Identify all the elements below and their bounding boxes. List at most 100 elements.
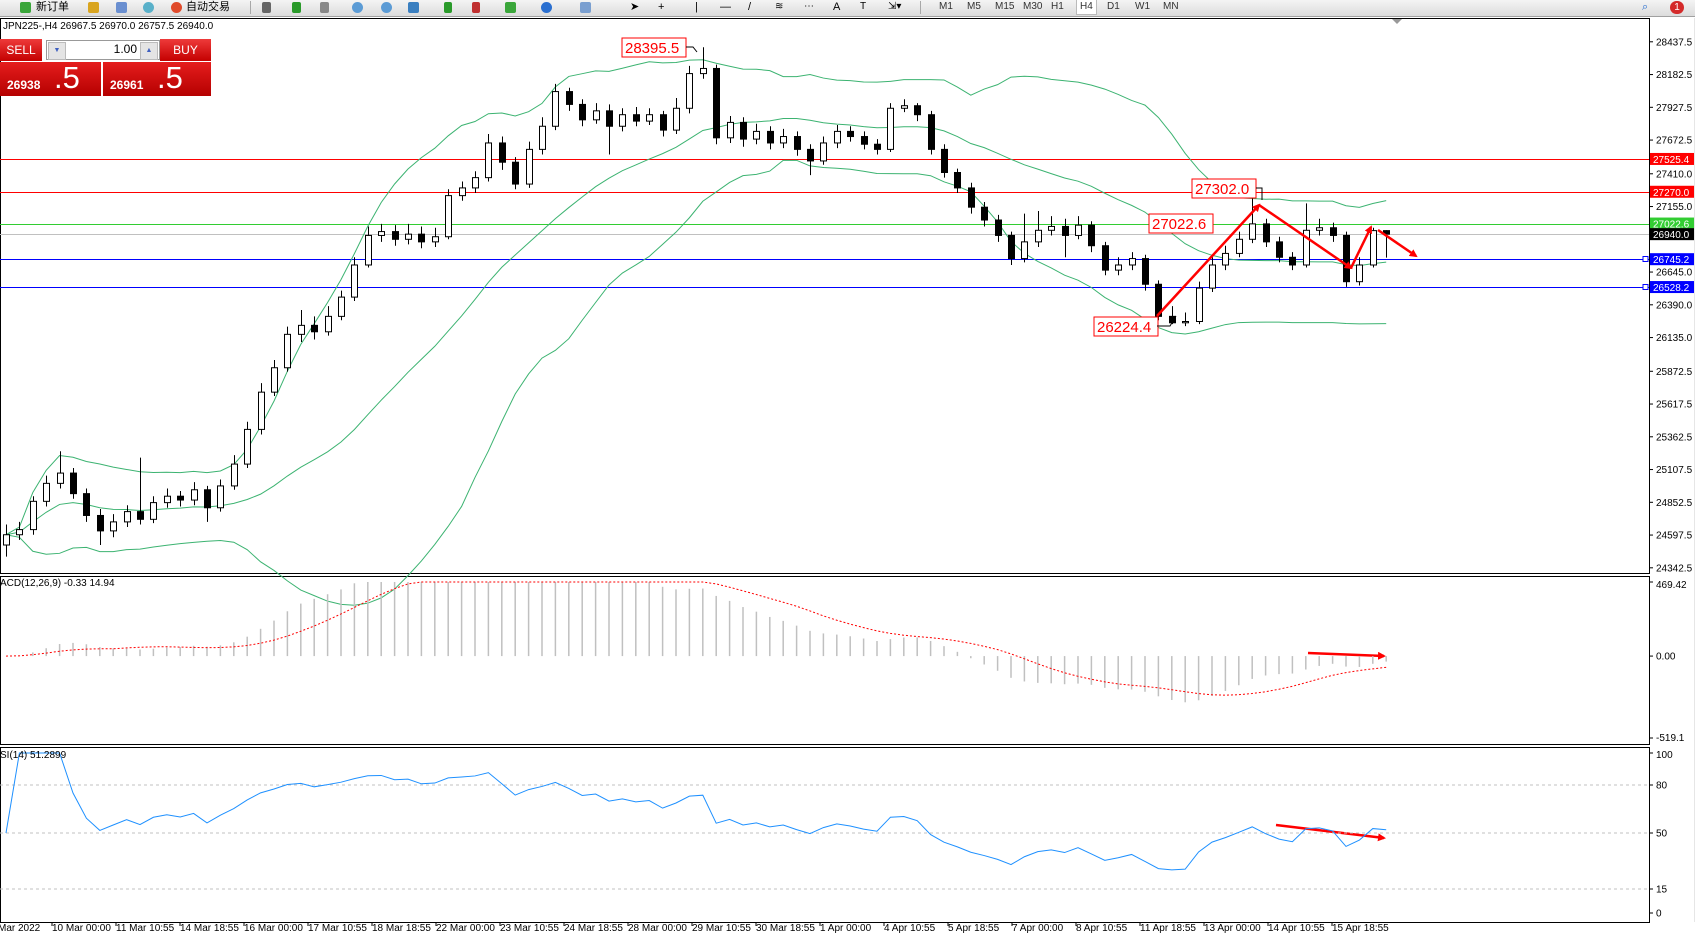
annotation-leader: [686, 46, 698, 53]
new-order-button[interactable]: 新订单: [36, 1, 69, 13]
time-axis-label: 5 Apr 18:55: [948, 923, 1000, 934]
fibo-fan-icon[interactable]: ⋯: [804, 1, 814, 12]
price-axis-label: 26135.0: [1656, 333, 1693, 344]
periods-icon[interactable]: [541, 2, 552, 13]
text-icon[interactable]: A: [833, 1, 841, 13]
price-axis-label: 27927.5: [1656, 103, 1693, 114]
candle: [954, 168, 961, 194]
bullish-candle-body: [30, 500, 37, 531]
cursor-icon[interactable]: ➤: [630, 1, 640, 13]
timeframe-m5[interactable]: M5: [967, 1, 981, 12]
candle: [633, 106, 640, 127]
bullish-candle-body: [1129, 258, 1136, 266]
sell-button[interactable]: SELL: [0, 39, 42, 61]
bullish-candle-body: [686, 73, 693, 109]
auto-trading-button[interactable]: 自动交易: [186, 1, 230, 13]
candle: [472, 171, 479, 194]
bearish-candle-body: [1343, 234, 1350, 283]
bullish-candle-body: [552, 91, 559, 127]
search-icon[interactable]: ⌕: [1642, 1, 1649, 13]
candle: [1356, 257, 1363, 286]
timeframe-m30[interactable]: M30: [1023, 1, 1043, 12]
cloud-icon[interactable]: [116, 2, 127, 13]
buy-button[interactable]: BUY: [160, 39, 211, 61]
macd-axis-label: -519.1: [1656, 733, 1685, 744]
autoscroll-icon[interactable]: [472, 2, 480, 13]
bearish-candle-body: [794, 136, 801, 150]
decrease-lot-button[interactable]: ▼: [48, 42, 66, 60]
timeframe-d1[interactable]: D1: [1107, 1, 1120, 12]
candle: [124, 505, 131, 528]
templates-icon[interactable]: [580, 2, 591, 13]
lot-size-field[interactable]: ▼ 1.00 ▲: [46, 40, 160, 60]
zoom-in-icon[interactable]: [352, 2, 363, 13]
trend-arrow: [1258, 203, 1353, 270]
price-axis-label: 25617.5: [1656, 400, 1693, 411]
candle-chart-icon[interactable]: [292, 2, 301, 13]
chart-shift-icon[interactable]: [444, 2, 452, 13]
candle: [1343, 231, 1350, 287]
crosshair-icon[interactable]: +: [658, 1, 665, 13]
timeframe-m1[interactable]: M1: [939, 1, 953, 12]
text-label-icon[interactable]: T: [860, 1, 867, 12]
bid-quote-button[interactable]: 26938 .5: [0, 60, 101, 96]
horizontal-line-icon[interactable]: —: [720, 1, 731, 13]
price-tag: [1650, 217, 1694, 230]
bullish-candle-body: [1182, 321, 1189, 324]
bullish-candle-body: [231, 463, 238, 487]
bullish-candle-body: [110, 521, 117, 532]
bullish-candle-body: [284, 333, 291, 369]
fibonacci-icon[interactable]: ≋: [775, 1, 784, 12]
market-watch-icon[interactable]: [88, 2, 99, 13]
bid-price: 26938: [7, 78, 41, 92]
auto-trading-icon[interactable]: [171, 2, 182, 13]
tile-windows-icon[interactable]: [408, 2, 419, 13]
timeframe-m15[interactable]: M15: [995, 1, 1015, 12]
ask-quote-button[interactable]: 26961 .5: [103, 60, 211, 96]
candle: [1330, 222, 1337, 242]
candle: [311, 316, 318, 340]
bearish-candle-body: [954, 172, 961, 189]
candle: [1142, 254, 1149, 291]
candle: [874, 139, 881, 155]
price-axis-label: 27672.5: [1656, 136, 1693, 147]
timeframe-w1[interactable]: W1: [1135, 1, 1150, 12]
price-axis-label: 24597.5: [1656, 531, 1693, 542]
timeframe-h4[interactable]: H4: [1076, 0, 1097, 15]
arrows-icon[interactable]: ⇲▾: [888, 1, 902, 12]
bearish-candle-body: [392, 231, 399, 240]
bullish-candle-body: [1209, 264, 1216, 289]
line-chart-icon[interactable]: [320, 2, 329, 13]
price-tag: [1650, 152, 1694, 165]
macd-axis-label: 0.00: [1656, 652, 1676, 663]
price-tag-label: 27525.4: [1653, 155, 1690, 166]
time-axis-label: 1 Apr 00:00: [820, 923, 872, 934]
lot-size-value[interactable]: 1.00: [113, 42, 137, 56]
signal-icon[interactable]: [143, 2, 154, 13]
candle: [995, 214, 1002, 242]
trendline-icon[interactable]: /: [748, 1, 752, 13]
candle: [110, 514, 117, 538]
bullish-candle-body: [432, 236, 439, 243]
candle: [660, 110, 667, 137]
bearish-candle-body: [311, 324, 318, 333]
time-axis-label: 23 Mar 10:55: [500, 923, 559, 934]
candle: [1115, 257, 1122, 276]
vertical-line-icon[interactable]: |: [695, 1, 698, 13]
candle: [539, 117, 546, 155]
increase-lot-button[interactable]: ▲: [140, 42, 158, 60]
timeframe-h1[interactable]: H1: [1051, 1, 1064, 12]
macd-axis-label: 469.42: [1656, 580, 1687, 591]
new-order-icon[interactable]: [20, 2, 31, 13]
bullish-candle-body: [1316, 227, 1323, 231]
candle: [137, 457, 144, 525]
bearish-candle-body: [633, 114, 640, 122]
timeframe-mn[interactable]: MN: [1163, 1, 1179, 12]
indicators-icon[interactable]: [505, 2, 516, 13]
bar-chart-icon[interactable]: [262, 2, 271, 13]
zoom-out-icon[interactable]: [381, 2, 392, 13]
bullish-candle-body: [191, 489, 198, 501]
time-axis-label: 18 Mar 18:55: [372, 923, 431, 934]
notification-badge[interactable]: 1: [1670, 1, 1684, 14]
